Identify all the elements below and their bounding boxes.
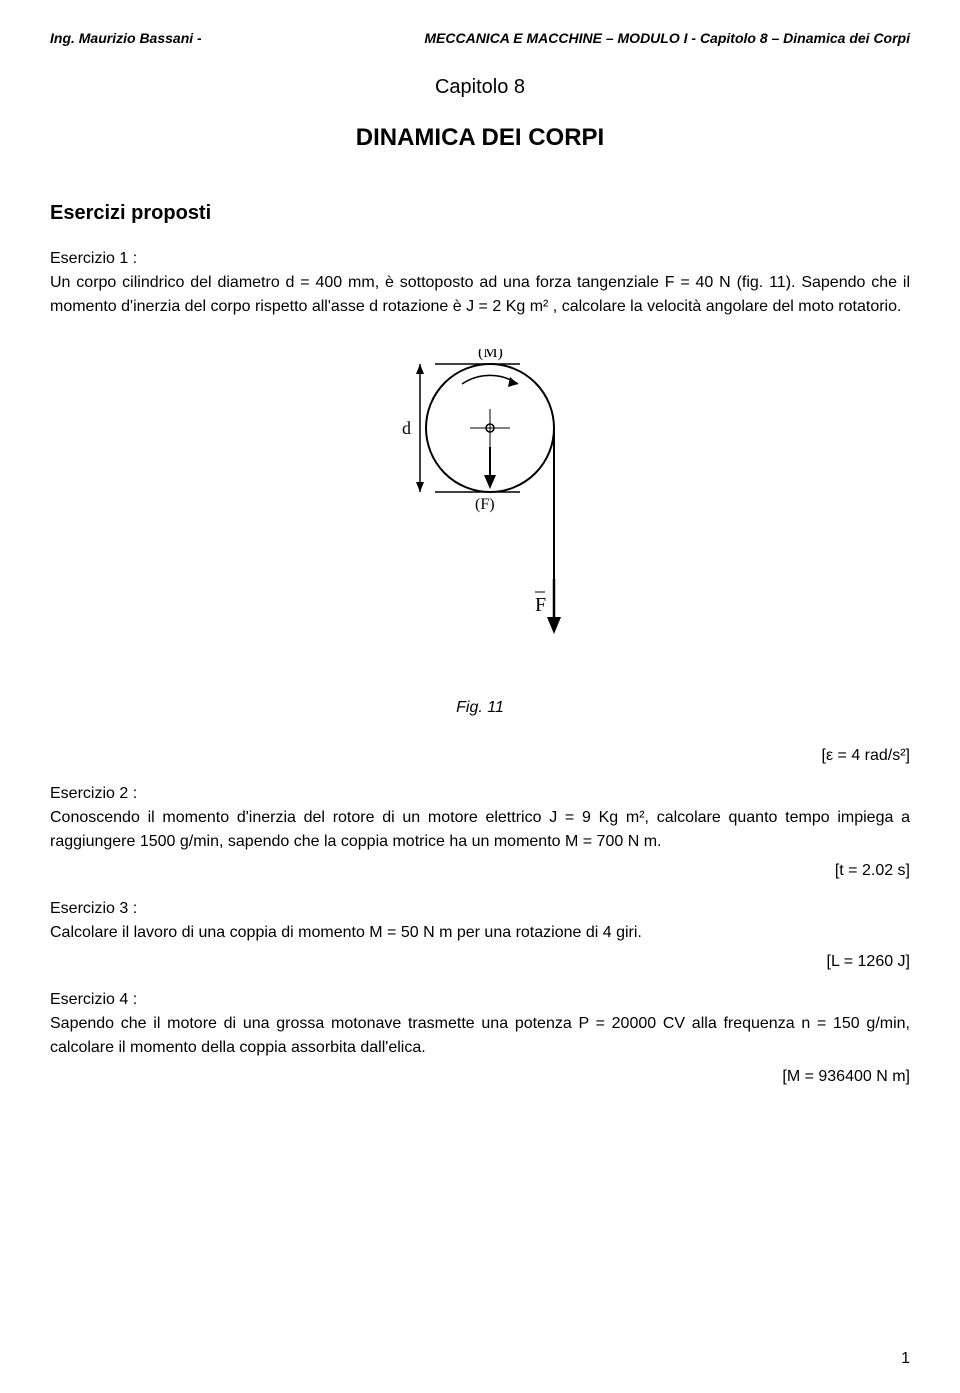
exercise-4-text: Sapendo che il motore di una grossa moto…: [50, 1012, 910, 1060]
exercise-1-answer: [ε = 4 rad/s²]: [50, 747, 910, 765]
exercise-3-answer: [L = 1260 J]: [50, 953, 910, 971]
exercise-4: Esercizio 4 : Sapendo che il motore di u…: [50, 991, 910, 1060]
exercise-1: Esercizio 1 : Un corpo cilindrico del di…: [50, 250, 910, 319]
page-header: Ing. Maurizio Bassani - MECCANICA E MACC…: [50, 30, 910, 46]
exercise-4-label: Esercizio 4 :: [50, 991, 910, 1009]
label-d: d: [402, 418, 411, 438]
main-title: DINAMICA DEI CORPI: [50, 124, 910, 152]
header-right: MECCANICA E MACCHINE – MODULO I - Capito…: [424, 30, 910, 46]
section-title: Esercizi proposti: [50, 202, 910, 225]
label-M: (M): [478, 349, 503, 361]
exercise-2-text: Conoscendo il momento d'inerzia del roto…: [50, 806, 910, 854]
exercise-1-label: Esercizio 1 :: [50, 250, 910, 268]
exercise-2-label: Esercizio 2 :: [50, 785, 910, 803]
cylinder-diagram: d (M) (F) F: [380, 349, 580, 679]
label-F-inner: (F): [475, 496, 495, 513]
exercise-3: Esercizio 3 : Calcolare il lavoro di una…: [50, 900, 910, 945]
label-F-outer: F: [535, 594, 546, 616]
exercise-2: Esercizio 2 : Conoscendo il momento d'in…: [50, 785, 910, 854]
figure-11: d (M) (F) F: [50, 349, 910, 684]
exercise-2-answer: [t = 2.02 s]: [50, 862, 910, 880]
exercise-1-text: Un corpo cilindrico del diametro d = 400…: [50, 271, 910, 319]
page-number: 1: [901, 1350, 910, 1368]
figure-11-caption: Fig. 11: [50, 699, 910, 717]
chapter-title: Capitolo 8: [50, 76, 910, 99]
header-left: Ing. Maurizio Bassani -: [50, 30, 202, 46]
exercise-3-label: Esercizio 3 :: [50, 900, 910, 918]
exercise-3-text: Calcolare il lavoro di una coppia di mom…: [50, 921, 910, 945]
exercise-4-answer: [M = 936400 N m]: [50, 1068, 910, 1086]
